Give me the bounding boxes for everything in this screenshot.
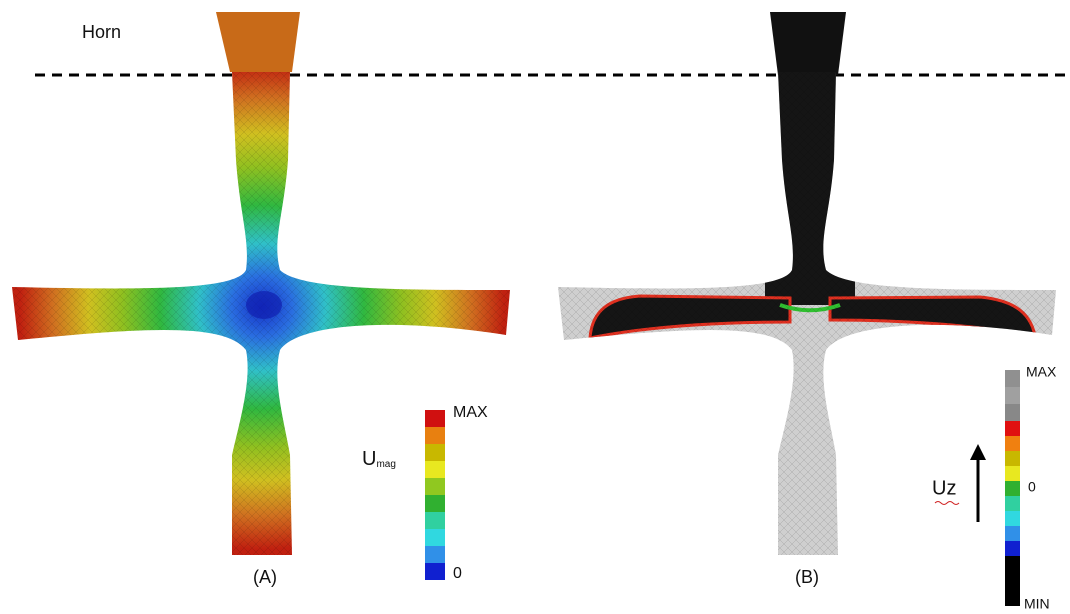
legend-symbol: Umag (362, 448, 396, 470)
colorbar-b (1005, 370, 1020, 606)
spell-underline (935, 502, 959, 505)
panel-label: (B) (795, 567, 819, 587)
legend-zero: 0 (1028, 479, 1036, 495)
horn-b (770, 12, 846, 75)
model-b (550, 0, 1070, 614)
colorbar-a (425, 410, 445, 580)
panel-label: (A) (253, 567, 277, 587)
legend-max: MAX (453, 404, 488, 421)
figure: Horn (A) MAX 0 Umag (B) (0, 0, 1070, 614)
subscript: mag (376, 459, 395, 470)
legend-max: MAX (1026, 364, 1057, 380)
horn-a (216, 12, 300, 72)
direction-arrow (970, 444, 986, 522)
legend-min: MIN (1024, 596, 1050, 612)
symbol: U (362, 448, 376, 470)
legend-min: 0 (453, 565, 462, 582)
horn-label: Horn (82, 22, 121, 42)
hub-a (246, 291, 282, 319)
legend-symbol: Uz (932, 477, 956, 499)
